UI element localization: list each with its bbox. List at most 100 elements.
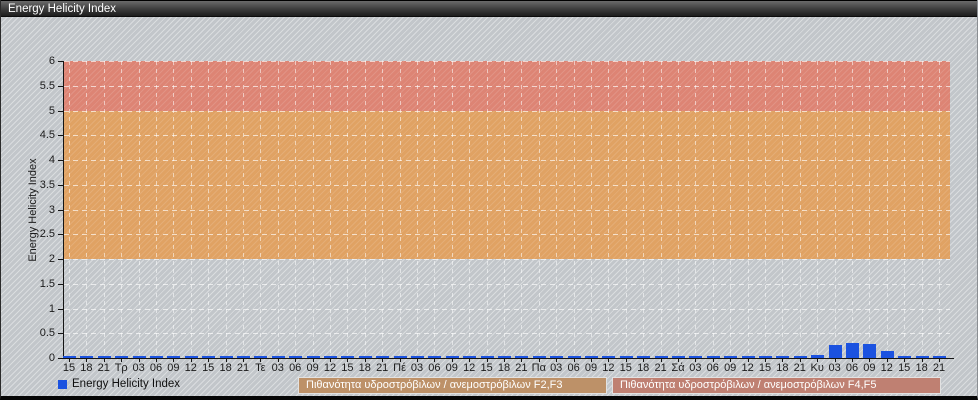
ehi-bar (358, 356, 372, 358)
ehi-bar (463, 356, 477, 358)
ehi-bar (828, 345, 842, 358)
grid-line-h (64, 259, 950, 260)
ehi-bar (776, 356, 790, 358)
x-tick-mark (591, 359, 592, 362)
ehi-bar (898, 356, 912, 358)
grid-line-h (64, 160, 950, 161)
window-title: Energy Helicity Index (8, 3, 117, 15)
x-tick-mark (103, 359, 105, 362)
x-tick-mark (277, 359, 279, 362)
ehi-bar (411, 356, 424, 358)
grid-line-h (64, 85, 950, 87)
grid-line-h (64, 209, 950, 211)
ehi-bar (724, 356, 738, 358)
x-tick-label: Τρ (114, 362, 128, 374)
x-tick-mark (86, 359, 88, 362)
x-tick-label: 09 (724, 362, 737, 374)
x-tick-label: 12 (463, 362, 476, 374)
band-legend-f45: Πιθανότητα υδροστρόβιλων / ανεμοστρόβιλω… (612, 377, 941, 394)
ehi-bar (341, 356, 355, 358)
x-tick-mark (260, 359, 262, 362)
x-tick-label: 09 (445, 362, 458, 374)
y-tick-mark (58, 234, 63, 236)
x-tick-mark (869, 359, 871, 362)
x-tick-label: 18 (497, 362, 511, 374)
ehi-bar (654, 356, 668, 358)
ehi-bar (619, 356, 633, 358)
x-tick-mark (817, 359, 819, 362)
ehi-bar (376, 356, 390, 358)
ehi-bar (97, 356, 111, 358)
grid-line-h (64, 234, 950, 236)
grid-line-h (64, 333, 950, 335)
x-tick-label: 06 (567, 362, 580, 374)
x-tick-mark (904, 359, 906, 362)
x-tick-mark (712, 359, 714, 362)
ehi-bar (167, 356, 181, 358)
ehi-bar (184, 356, 198, 358)
x-tick-label: 03 (132, 362, 145, 374)
y-tick-label: 3 (48, 203, 55, 216)
x-tick-mark (69, 359, 70, 362)
y-tick-mark (58, 135, 63, 137)
ehi-bar (863, 344, 877, 358)
ehi-bar (219, 356, 233, 358)
x-tick-label: 09 (306, 362, 319, 374)
y-tick-label: 4.5 (39, 129, 55, 142)
x-tick-label: Τε (255, 362, 266, 374)
x-tick-mark (556, 359, 558, 362)
y-tick-label: 2 (48, 253, 55, 265)
x-tick-mark (608, 359, 610, 362)
ehi-bar (498, 356, 511, 358)
ehi-bar (880, 351, 894, 358)
x-tick-mark (695, 359, 697, 362)
ehi-bar (289, 356, 303, 358)
grid-line-h (64, 61, 950, 62)
ehi-bar (115, 356, 129, 358)
x-tick-label: 21 (515, 362, 528, 374)
x-tick-mark (852, 359, 853, 362)
y-tick-mark (58, 110, 63, 112)
x-tick-mark (660, 359, 662, 362)
x-tick-label: 21 (236, 362, 250, 374)
x-tick-mark (434, 359, 436, 362)
y-tick-label: 0.5 (39, 327, 55, 340)
y-tick-mark (58, 283, 63, 285)
ehi-bar (811, 355, 825, 358)
x-tick-mark (678, 359, 679, 362)
y-tick-label: 5.5 (39, 79, 55, 92)
x-tick-label: 18 (637, 362, 650, 374)
x-tick-label: 09 (584, 362, 598, 374)
ehi-bar (254, 356, 268, 358)
x-tick-label: 03 (828, 362, 841, 374)
x-tick-label: 03 (271, 362, 284, 374)
y-axis (63, 61, 64, 359)
ehi-bar (202, 356, 216, 358)
y-tick-label: 2.5 (39, 228, 55, 241)
x-tick-label: 21 (654, 362, 667, 374)
y-tick-mark (58, 85, 63, 87)
x-tick-mark (573, 359, 575, 362)
y-tick-label: 4 (48, 154, 55, 166)
ehi-bar (706, 356, 720, 358)
x-tick-label: 03 (689, 362, 702, 374)
x-tick-label: 12 (323, 362, 337, 374)
ehi-bar (237, 356, 250, 358)
x-tick-label: Πα (531, 362, 546, 374)
x-tick-mark (208, 359, 210, 362)
ehi-bar (63, 356, 76, 358)
x-tick-mark (886, 359, 888, 362)
x-tick-mark (834, 359, 836, 362)
ehi-bar (480, 356, 494, 358)
band-legend-f23: Πιθανότητα υδροστρόβιλων / ανεμοστρόβιλω… (298, 377, 607, 394)
x-tick-label: 15 (62, 362, 76, 374)
y-tick-mark (58, 160, 63, 161)
x-tick-mark (643, 359, 645, 362)
x-tick-label: 21 (932, 362, 946, 374)
x-tick-label: 06 (428, 362, 441, 374)
ehi-bar (515, 356, 529, 358)
x-tick-label: 06 (706, 362, 719, 374)
x-tick-label: 06 (149, 362, 163, 374)
ehi-bar (846, 343, 859, 358)
ehi-bar (324, 356, 337, 358)
